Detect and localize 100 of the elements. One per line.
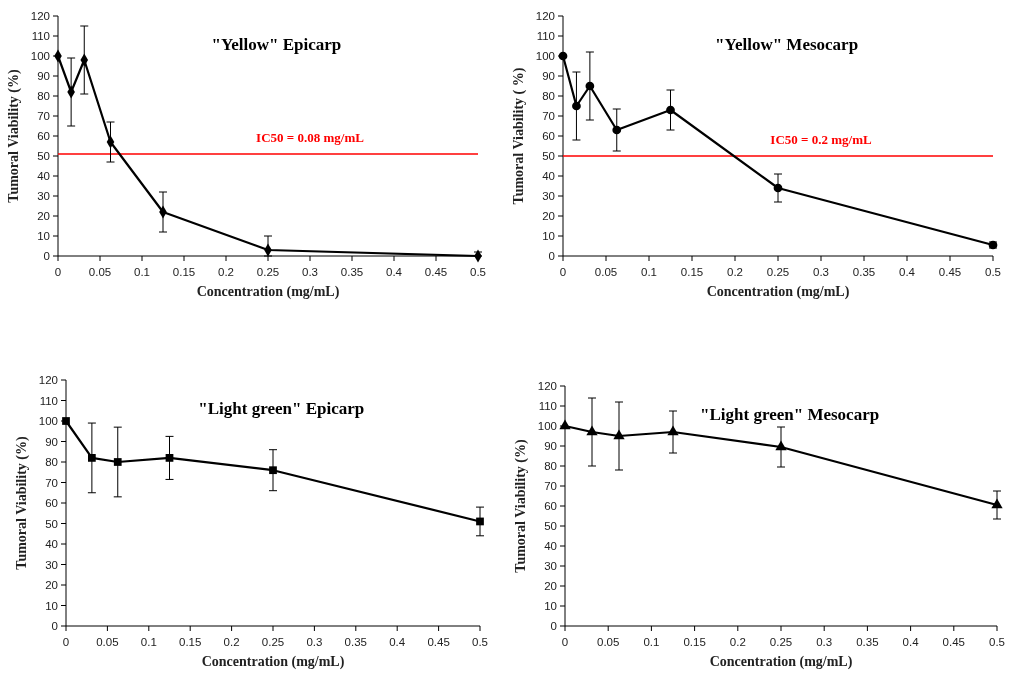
- x-tick-label: 0.35: [852, 266, 876, 278]
- x-tick-label: 0: [561, 636, 569, 648]
- y-tick-label: 50: [542, 150, 555, 163]
- y-tick-label: 60: [544, 500, 557, 513]
- y-tick-label: 20: [45, 579, 58, 592]
- y-tick-label: 0: [43, 250, 50, 263]
- point: [476, 517, 484, 526]
- x-tick-label: 0.15: [172, 266, 196, 278]
- text: "Light green" Epicarp: [198, 399, 365, 419]
- y-tick-label: 90: [544, 440, 557, 453]
- x-axis-title: Concentration (mg/mL): [706, 284, 850, 300]
- point: [88, 454, 96, 462]
- x-tick-label: 0.3: [813, 266, 829, 278]
- y-tick-label: 40: [542, 170, 555, 183]
- point: [113, 458, 122, 466]
- point: [269, 466, 277, 475]
- x-tick-label: 0.45: [424, 266, 448, 278]
- x-tick-label: 0.3: [302, 266, 318, 278]
- y-tick-label: 20: [544, 580, 557, 593]
- y-tick-label: 30: [45, 558, 58, 571]
- point: [666, 105, 675, 115]
- y-tick-label: 70: [37, 110, 50, 123]
- x-tick-label: 0: [62, 636, 70, 648]
- y-tick-label: 70: [544, 480, 557, 493]
- y-tick-label: 100: [38, 415, 58, 428]
- y-tick-label: 0: [51, 620, 58, 633]
- x-tick-label: 0.45: [942, 636, 965, 648]
- x-tick-label: 0.35: [856, 636, 879, 648]
- x-tick-label: 0.45: [938, 266, 962, 278]
- point: [559, 419, 571, 430]
- y-tick-label: 80: [45, 456, 58, 469]
- x-tick-label: 0.35: [344, 636, 367, 648]
- x-tick-label: 0.15: [683, 636, 706, 648]
- x-tick-label: 0.05: [88, 266, 112, 278]
- point: [773, 183, 783, 193]
- y-tick-label: 90: [45, 435, 58, 448]
- y-axis-title: Tumoral Viability (%): [14, 436, 30, 570]
- x-tick-label: 0.3: [306, 636, 323, 648]
- x-axis-title: Concentration (mg/mL): [196, 284, 340, 300]
- y-tick-label: 110: [39, 394, 58, 407]
- y-tick-label: 120: [30, 10, 50, 23]
- point: [572, 101, 581, 111]
- x-tick-label: 0.4: [386, 266, 403, 278]
- x-tick-label: 0.1: [140, 636, 157, 648]
- point: [586, 425, 598, 436]
- x-tick-label: 0.4: [389, 636, 406, 648]
- annotation: IC50 = 0.08 mg/mL: [256, 130, 365, 145]
- x-tick-label: 0.45: [427, 636, 450, 648]
- y-tick-label: 80: [37, 90, 50, 103]
- x-tick-label: 0.4: [902, 636, 920, 648]
- y-tick-label: 90: [542, 70, 555, 83]
- y-tick-label: 30: [542, 190, 555, 203]
- y-tick-label: 20: [37, 210, 50, 223]
- x-tick-label: 0.15: [680, 266, 704, 278]
- x-tick-label: 0.25: [769, 636, 793, 648]
- text: "Yellow" Mesocarp: [715, 34, 859, 54]
- y-tick-label: 50: [544, 520, 557, 533]
- y-tick-label: 60: [542, 130, 555, 143]
- x-tick-label: 0.05: [594, 266, 618, 278]
- y-tick-label: 100: [535, 50, 555, 63]
- x-tick-label: 0.4: [899, 266, 916, 278]
- y-tick-label: 40: [45, 538, 58, 551]
- x-tick-label: 0.1: [643, 636, 660, 648]
- y-tick-label: 10: [37, 230, 50, 243]
- x-tick-label: 0.25: [256, 266, 280, 278]
- x-tick-label: 0.35: [340, 266, 364, 278]
- y-tick-label: 50: [37, 150, 50, 163]
- y-tick-label: 50: [45, 517, 58, 530]
- point: [165, 454, 174, 462]
- y-tick-label: 40: [37, 170, 50, 183]
- y-tick-label: 70: [45, 476, 58, 489]
- y-tick-label: 120: [537, 380, 557, 393]
- y-tick-label: 40: [544, 540, 557, 553]
- y-tick-label: 60: [45, 497, 58, 510]
- annotation: IC50 = 0.2 mg/mL: [770, 132, 872, 147]
- point: [991, 498, 1003, 509]
- point: [585, 81, 595, 91]
- y-axis-title: Tumoral Viability (%): [6, 69, 22, 203]
- y-tick-label: 120: [535, 10, 555, 23]
- x-tick-label: 0.3: [816, 636, 833, 648]
- y-tick-label: 30: [37, 190, 50, 203]
- x-tick-label: 0.25: [766, 266, 790, 278]
- x-tick-label: 0.5: [985, 266, 1001, 278]
- y-tick-label: 80: [544, 460, 557, 473]
- x-tick-label: 0.5: [472, 636, 488, 648]
- x-tick-label: 0.5: [470, 266, 486, 278]
- y-tick-label: 10: [544, 600, 557, 613]
- y-tick-label: 10: [542, 230, 555, 243]
- x-tick-label: 0.2: [727, 266, 743, 278]
- y-tick-label: 60: [37, 130, 50, 143]
- x-tick-label: 0.2: [729, 636, 746, 648]
- y-tick-label: 20: [542, 210, 555, 223]
- y-tick-label: 100: [30, 50, 50, 63]
- text: "Light green" Mesocarp: [700, 404, 880, 424]
- point: [558, 51, 568, 61]
- y-axis-title: Tumoral Viability ( %): [511, 67, 527, 205]
- point: [613, 429, 625, 440]
- x-tick-label: 0.05: [96, 636, 119, 648]
- y-tick-label: 80: [542, 90, 555, 103]
- x-tick-label: 0.1: [134, 266, 150, 278]
